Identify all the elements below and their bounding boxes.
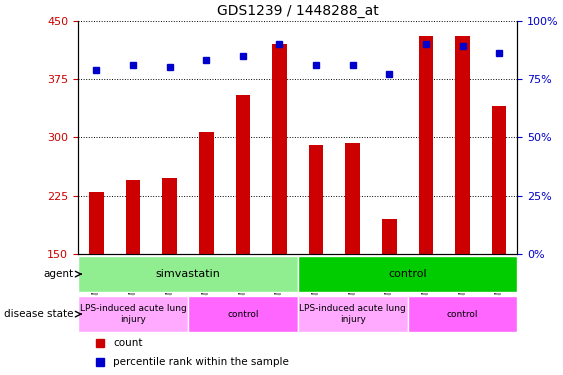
Bar [455,36,470,254]
Bar [492,106,507,254]
Bar [235,94,250,254]
Text: simvastatin: simvastatin [155,269,220,279]
Bar [162,178,177,254]
Bar [126,180,140,254]
Text: control: control [227,310,258,319]
Text: count: count [113,338,142,348]
Text: agent: agent [43,269,74,279]
Text: LPS-induced acute lung
injury: LPS-induced acute lung injury [79,304,186,324]
FancyBboxPatch shape [408,296,517,332]
Bar [345,143,360,254]
Text: disease state: disease state [4,309,74,319]
Bar [309,145,323,254]
Bar [272,44,287,254]
Text: control: control [447,310,479,319]
Text: LPS-induced acute lung
injury: LPS-induced acute lung injury [300,304,406,324]
Title: GDS1239 / 1448288_at: GDS1239 / 1448288_at [217,4,379,18]
FancyBboxPatch shape [188,296,298,332]
Bar [419,36,434,254]
FancyBboxPatch shape [78,256,298,292]
Bar [89,192,104,254]
FancyBboxPatch shape [298,256,517,292]
Bar [199,132,213,254]
Text: percentile rank within the sample: percentile rank within the sample [113,357,289,367]
FancyBboxPatch shape [298,296,408,332]
Bar [382,219,397,254]
FancyBboxPatch shape [78,296,188,332]
Text: control: control [388,269,427,279]
